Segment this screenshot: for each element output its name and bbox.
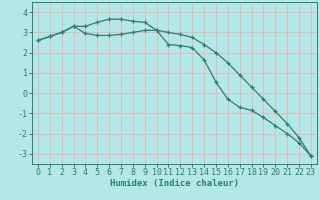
X-axis label: Humidex (Indice chaleur): Humidex (Indice chaleur) — [110, 179, 239, 188]
